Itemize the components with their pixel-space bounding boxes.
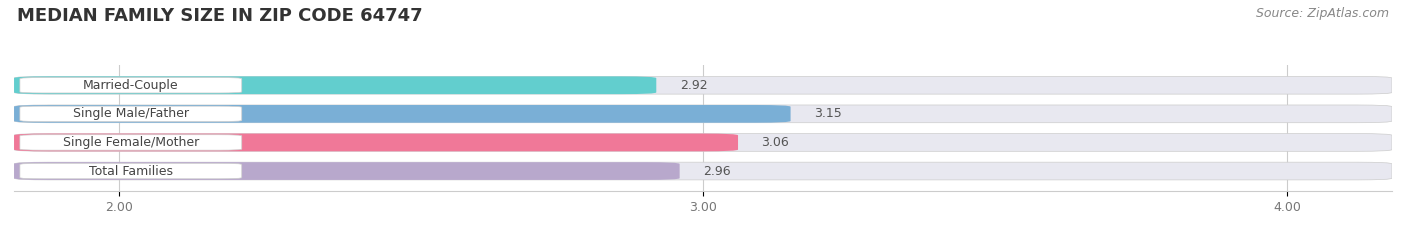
- Text: 3.15: 3.15: [814, 107, 842, 120]
- FancyBboxPatch shape: [20, 135, 242, 150]
- Text: Total Families: Total Families: [89, 164, 173, 178]
- FancyBboxPatch shape: [14, 105, 1392, 123]
- Text: Source: ZipAtlas.com: Source: ZipAtlas.com: [1256, 7, 1389, 20]
- Text: 2.96: 2.96: [703, 164, 731, 178]
- FancyBboxPatch shape: [20, 106, 242, 122]
- Text: Married-Couple: Married-Couple: [83, 79, 179, 92]
- Text: MEDIAN FAMILY SIZE IN ZIP CODE 64747: MEDIAN FAMILY SIZE IN ZIP CODE 64747: [17, 7, 422, 25]
- FancyBboxPatch shape: [14, 76, 657, 94]
- FancyBboxPatch shape: [14, 105, 790, 123]
- FancyBboxPatch shape: [20, 163, 242, 179]
- FancyBboxPatch shape: [14, 162, 679, 180]
- FancyBboxPatch shape: [20, 78, 242, 93]
- Text: 3.06: 3.06: [762, 136, 789, 149]
- Text: 2.92: 2.92: [679, 79, 707, 92]
- FancyBboxPatch shape: [14, 134, 1392, 151]
- FancyBboxPatch shape: [14, 134, 738, 151]
- FancyBboxPatch shape: [14, 76, 1392, 94]
- Text: Single Male/Father: Single Male/Father: [73, 107, 188, 120]
- FancyBboxPatch shape: [14, 162, 1392, 180]
- Text: Single Female/Mother: Single Female/Mother: [63, 136, 200, 149]
